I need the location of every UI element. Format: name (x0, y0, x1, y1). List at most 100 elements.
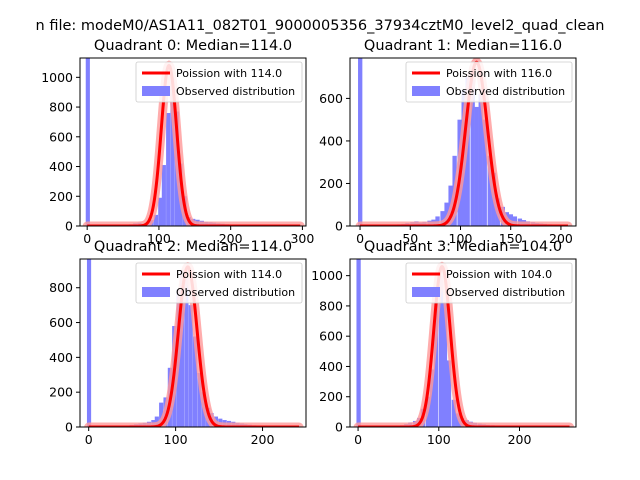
y-tick-label: 1000 (311, 268, 343, 283)
axes-frame (79, 258, 307, 428)
legend: Poission with 114.0 Observed distribution (135, 262, 303, 304)
histogram-bar (161, 165, 166, 226)
histogram-bar (429, 369, 435, 427)
histogram-bar (193, 336, 198, 427)
y-tick-label: 400 (319, 359, 343, 374)
histogram-bar (435, 216, 440, 226)
legend-hist-swatch (412, 86, 440, 96)
subplot-quadrant-2: 0 100 200 0 200 400 600 800 Quadrant 2: Median=1… (49, 239, 307, 447)
legend-box (405, 61, 573, 103)
y-tick-label: 400 (49, 159, 73, 174)
histogram-bar (451, 399, 456, 427)
subplot-title: Quadrant 0: Median=114.0 (94, 38, 292, 54)
x-tick-label: 200 (549, 231, 573, 246)
legend-hist-label: Observed distribution (176, 286, 295, 299)
x-tick-label: 50 (402, 231, 418, 246)
axes-frame (349, 258, 577, 428)
histogram-bar (442, 302, 448, 427)
legend-fit-label: Poission with 114.0 (176, 67, 282, 80)
subplot-title: Quadrant 1: Median=116.0 (364, 38, 562, 54)
legend-hist-label: Observed distribution (446, 286, 565, 299)
histogram-bar (440, 211, 445, 226)
histogram-bar (158, 197, 163, 226)
subplot-quadrant-3: 0 100 200 0 200 400 600 800 1000 Quadrant 3: Medi… (311, 239, 577, 447)
y-tick-label: 600 (49, 129, 73, 144)
subplot-quadrant-1: 0 50 100 150 200 0 200 400 600 Quadrant 1: Median… (319, 38, 577, 246)
histogram-bar (179, 270, 185, 427)
plot-area (355, 58, 573, 226)
histogram-bar (487, 155, 492, 226)
y-tick-label: 600 (319, 91, 343, 106)
y-tick-label: 0 (335, 219, 343, 234)
axes-frame (349, 57, 577, 227)
histogram-bar (184, 277, 189, 427)
histogram-bar (188, 305, 193, 427)
y-tick-label: 1000 (41, 70, 73, 85)
y-tick-label: 400 (49, 350, 73, 365)
histogram-bar (478, 94, 483, 226)
y-tick-label: 400 (319, 133, 343, 148)
y-tick-label: 0 (65, 219, 73, 234)
x-tick-label: 100 (449, 231, 473, 246)
x-tick-label: 0 (354, 432, 362, 447)
legend-hist-swatch (142, 86, 170, 96)
x-tick-label: 100 (427, 432, 451, 447)
y-tick-label: 0 (65, 420, 73, 435)
y-tick-label: 800 (49, 280, 73, 295)
histogram-bar (438, 275, 444, 427)
histogram-bar (474, 106, 479, 226)
legend-box (135, 262, 303, 304)
histogram-bar (85, 58, 90, 226)
histogram-bar (433, 302, 439, 427)
y-tick-label: 200 (319, 176, 343, 191)
poisson-fit-line (358, 264, 570, 427)
histogram-bar (470, 79, 475, 226)
legend-fit-label: Poission with 116.0 (446, 67, 552, 80)
y-tick-label: 800 (49, 100, 73, 115)
subplot-title: Quadrant 2: Median=114.0 (94, 239, 292, 255)
histogram-bar (358, 58, 363, 226)
histogram-bar (356, 259, 361, 427)
legend-box (405, 262, 573, 304)
legend: Poission with 114.0 Observed distribution (135, 61, 303, 103)
histogram-bar (482, 119, 487, 226)
x-tick-label: 150 (499, 231, 523, 246)
legend-hist-swatch (412, 287, 440, 297)
x-tick-label: 200 (508, 432, 532, 447)
legend: Poission with 116.0 Observed distribution (405, 61, 573, 103)
y-tick-label: 0 (335, 420, 343, 435)
x-tick-label: 0 (356, 231, 364, 246)
legend-box (135, 61, 303, 103)
histogram-bar (465, 77, 470, 226)
x-tick-label: 300 (290, 231, 314, 246)
figure-suptitle: n file: modeM0/AS1A11_082T01_9000005356_… (36, 18, 605, 34)
x-tick-label: 200 (219, 231, 243, 246)
histogram-bar (197, 373, 202, 427)
y-tick-label: 600 (49, 315, 73, 330)
histogram-bar (153, 214, 159, 226)
y-tick-label: 800 (319, 298, 343, 313)
x-tick-label: 0 (83, 231, 91, 246)
x-tick-label: 200 (251, 432, 275, 447)
legend-hist-swatch (142, 287, 170, 297)
histogram-bar (166, 113, 171, 226)
plot-area (353, 259, 575, 427)
x-tick-label: 100 (147, 231, 171, 246)
y-tick-label: 200 (49, 189, 73, 204)
histogram-bar (86, 259, 92, 427)
histogram-bar (444, 202, 449, 226)
histogram-bar (159, 402, 164, 427)
x-tick-label: 100 (164, 432, 188, 447)
x-tick-label: 0 (85, 432, 93, 447)
histogram-bar (446, 360, 452, 427)
subplot-quadrant-0: 0 100 200 300 0 200 400 600 800 1000 Quadrant 0: M… (41, 38, 314, 246)
legend-hist-label: Observed distribution (446, 85, 565, 98)
legend: Poission with 104.0 Observed distribution (405, 262, 573, 304)
axes-frame (79, 57, 307, 227)
legend-hist-label: Observed distribution (176, 85, 295, 98)
y-tick-label: 600 (319, 329, 343, 344)
legend-fit-label: Poission with 104.0 (446, 268, 552, 281)
poisson-fit-line (87, 63, 301, 226)
